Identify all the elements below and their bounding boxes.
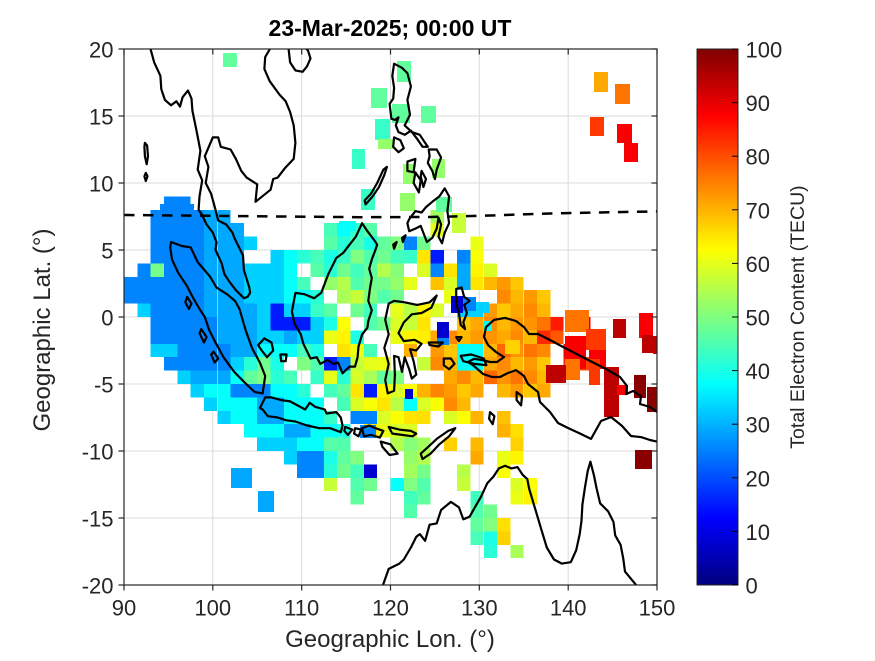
svg-text:20: 20: [89, 38, 113, 63]
svg-text:30: 30: [746, 413, 770, 438]
svg-text:130: 130: [461, 596, 498, 621]
svg-text:Geographic Lat. (°): Geographic Lat. (°): [29, 228, 56, 431]
svg-text:50: 50: [746, 306, 770, 331]
svg-text:60: 60: [746, 252, 770, 277]
svg-text:-10: -10: [82, 440, 114, 465]
svg-text:100: 100: [194, 596, 231, 621]
svg-text:90: 90: [112, 596, 136, 621]
svg-text:110: 110: [284, 596, 319, 621]
svg-text:20: 20: [746, 466, 770, 491]
svg-text:40: 40: [746, 359, 770, 384]
svg-text:10: 10: [746, 520, 770, 545]
svg-text:0: 0: [746, 574, 758, 599]
svg-text:70: 70: [746, 198, 770, 223]
svg-text:90: 90: [746, 91, 770, 116]
svg-text:120: 120: [372, 596, 409, 621]
svg-text:0: 0: [101, 306, 113, 331]
svg-text:100: 100: [746, 38, 783, 63]
svg-text:80: 80: [746, 145, 770, 170]
svg-text:15: 15: [89, 105, 113, 130]
svg-text:Total Electron Content (TECU): Total Electron Content (TECU): [787, 185, 809, 448]
svg-text:10: 10: [89, 172, 113, 197]
svg-text:Geographic Lon. (°): Geographic Lon. (°): [285, 626, 495, 653]
svg-text:5: 5: [101, 239, 113, 264]
svg-text:-15: -15: [82, 507, 114, 532]
svg-text:140: 140: [550, 596, 587, 621]
svg-text:-5: -5: [94, 373, 114, 398]
svg-text:23-Mar-2025; 00:00 UT: 23-Mar-2025; 00:00 UT: [269, 15, 512, 41]
svg-text:150: 150: [639, 596, 676, 621]
svg-text:-20: -20: [82, 574, 114, 599]
